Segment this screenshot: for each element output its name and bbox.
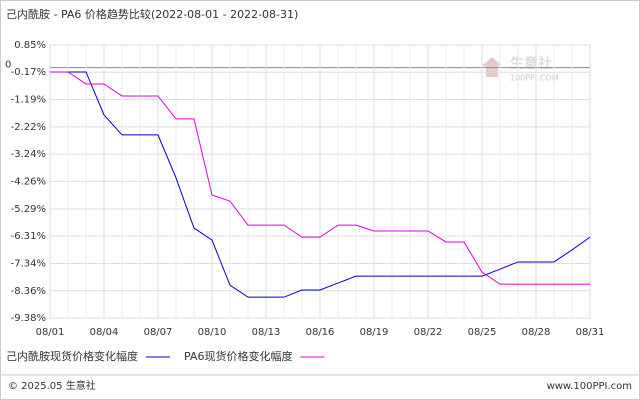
line-series (50, 71, 590, 285)
y-tick-label: -1.19% (11, 94, 46, 105)
x-tick-label: 08/01 (36, 327, 65, 338)
y-tick-label: -4.26% (11, 176, 46, 187)
x-tick-label: 08/22 (414, 327, 443, 338)
y-tick-label: -5.29% (11, 204, 46, 215)
x-tick-label: 08/25 (468, 327, 497, 338)
y-tick-label: -0.17% (11, 67, 46, 78)
y-tick-label: -2.22% (11, 122, 46, 133)
watermark-url: 100PPI.COM (510, 74, 559, 83)
chart-title: 己内酰胺 - PA6 价格趋势比较(2022-08-01 - 2022-08-3… (6, 7, 298, 21)
y-tick-label: -8.36% (11, 286, 46, 297)
x-tick-label: 08/28 (522, 327, 551, 338)
y-tick-label: -9.38% (11, 313, 46, 324)
x-tick-label: 08/04 (90, 327, 119, 338)
y-tick-label: -3.24% (11, 149, 46, 160)
legend-label: PA6现货价格变化幅度 (184, 349, 292, 363)
x-tick-label: 08/19 (360, 327, 389, 338)
legend-label: 己内酰胺现货价格变化幅度 (6, 349, 138, 363)
zero-label: 0 (5, 60, 11, 71)
x-tick-label: 08/07 (144, 327, 173, 338)
footer-right: www.100PPI.com (547, 381, 632, 392)
watermark-name: 生意社 (510, 55, 552, 72)
y-tick-label: -7.34% (11, 259, 46, 270)
y-tick-label: -6.31% (11, 231, 46, 242)
x-tick-label: 08/10 (198, 327, 227, 338)
line-series (50, 71, 591, 298)
y-tick-label: 0.85% (14, 40, 46, 51)
x-tick-label: 08/31 (576, 327, 605, 338)
x-tick-label: 08/16 (306, 327, 335, 338)
footer-left: © 2025.05 生意社 (8, 379, 96, 392)
x-tick-label: 08/13 (252, 327, 281, 338)
